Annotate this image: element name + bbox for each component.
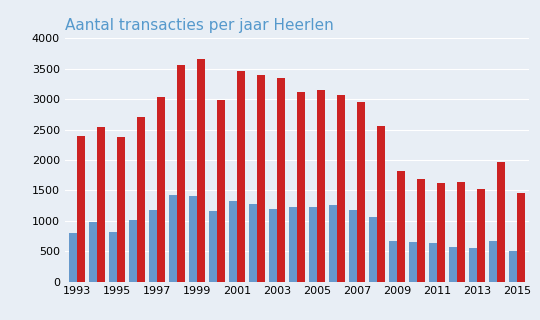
Bar: [137, 117, 145, 282]
Bar: [489, 241, 497, 282]
Bar: [249, 204, 257, 282]
Bar: [509, 251, 517, 282]
Bar: [329, 205, 337, 282]
Bar: [469, 248, 477, 282]
Bar: [197, 59, 205, 282]
Text: Aantal transacties per jaar Heerlen: Aantal transacties per jaar Heerlen: [65, 18, 334, 33]
Bar: [477, 189, 485, 282]
Bar: [457, 182, 465, 282]
Bar: [237, 71, 245, 282]
Bar: [157, 97, 165, 282]
Bar: [89, 222, 97, 282]
Bar: [497, 163, 505, 282]
Bar: [449, 247, 457, 282]
Bar: [177, 65, 185, 282]
Bar: [357, 102, 365, 282]
Bar: [169, 195, 177, 282]
Bar: [389, 241, 397, 282]
Bar: [229, 201, 237, 282]
Bar: [369, 217, 377, 282]
Bar: [429, 243, 437, 282]
Bar: [397, 171, 405, 282]
Bar: [209, 211, 217, 282]
Bar: [409, 242, 417, 282]
Bar: [217, 100, 225, 282]
Bar: [349, 211, 357, 282]
Bar: [77, 136, 85, 282]
Bar: [189, 196, 197, 282]
Bar: [517, 193, 525, 282]
Bar: [289, 207, 297, 282]
Bar: [109, 232, 117, 282]
Bar: [257, 75, 265, 282]
Bar: [309, 207, 317, 282]
Bar: [277, 78, 285, 282]
Bar: [317, 90, 325, 282]
Bar: [117, 137, 125, 282]
Bar: [149, 211, 157, 282]
Bar: [97, 126, 105, 282]
Bar: [269, 209, 277, 282]
Bar: [377, 126, 385, 282]
Bar: [437, 183, 445, 282]
Bar: [417, 179, 425, 282]
Bar: [337, 95, 345, 282]
Bar: [297, 92, 305, 282]
Bar: [129, 220, 137, 282]
Bar: [69, 233, 77, 282]
